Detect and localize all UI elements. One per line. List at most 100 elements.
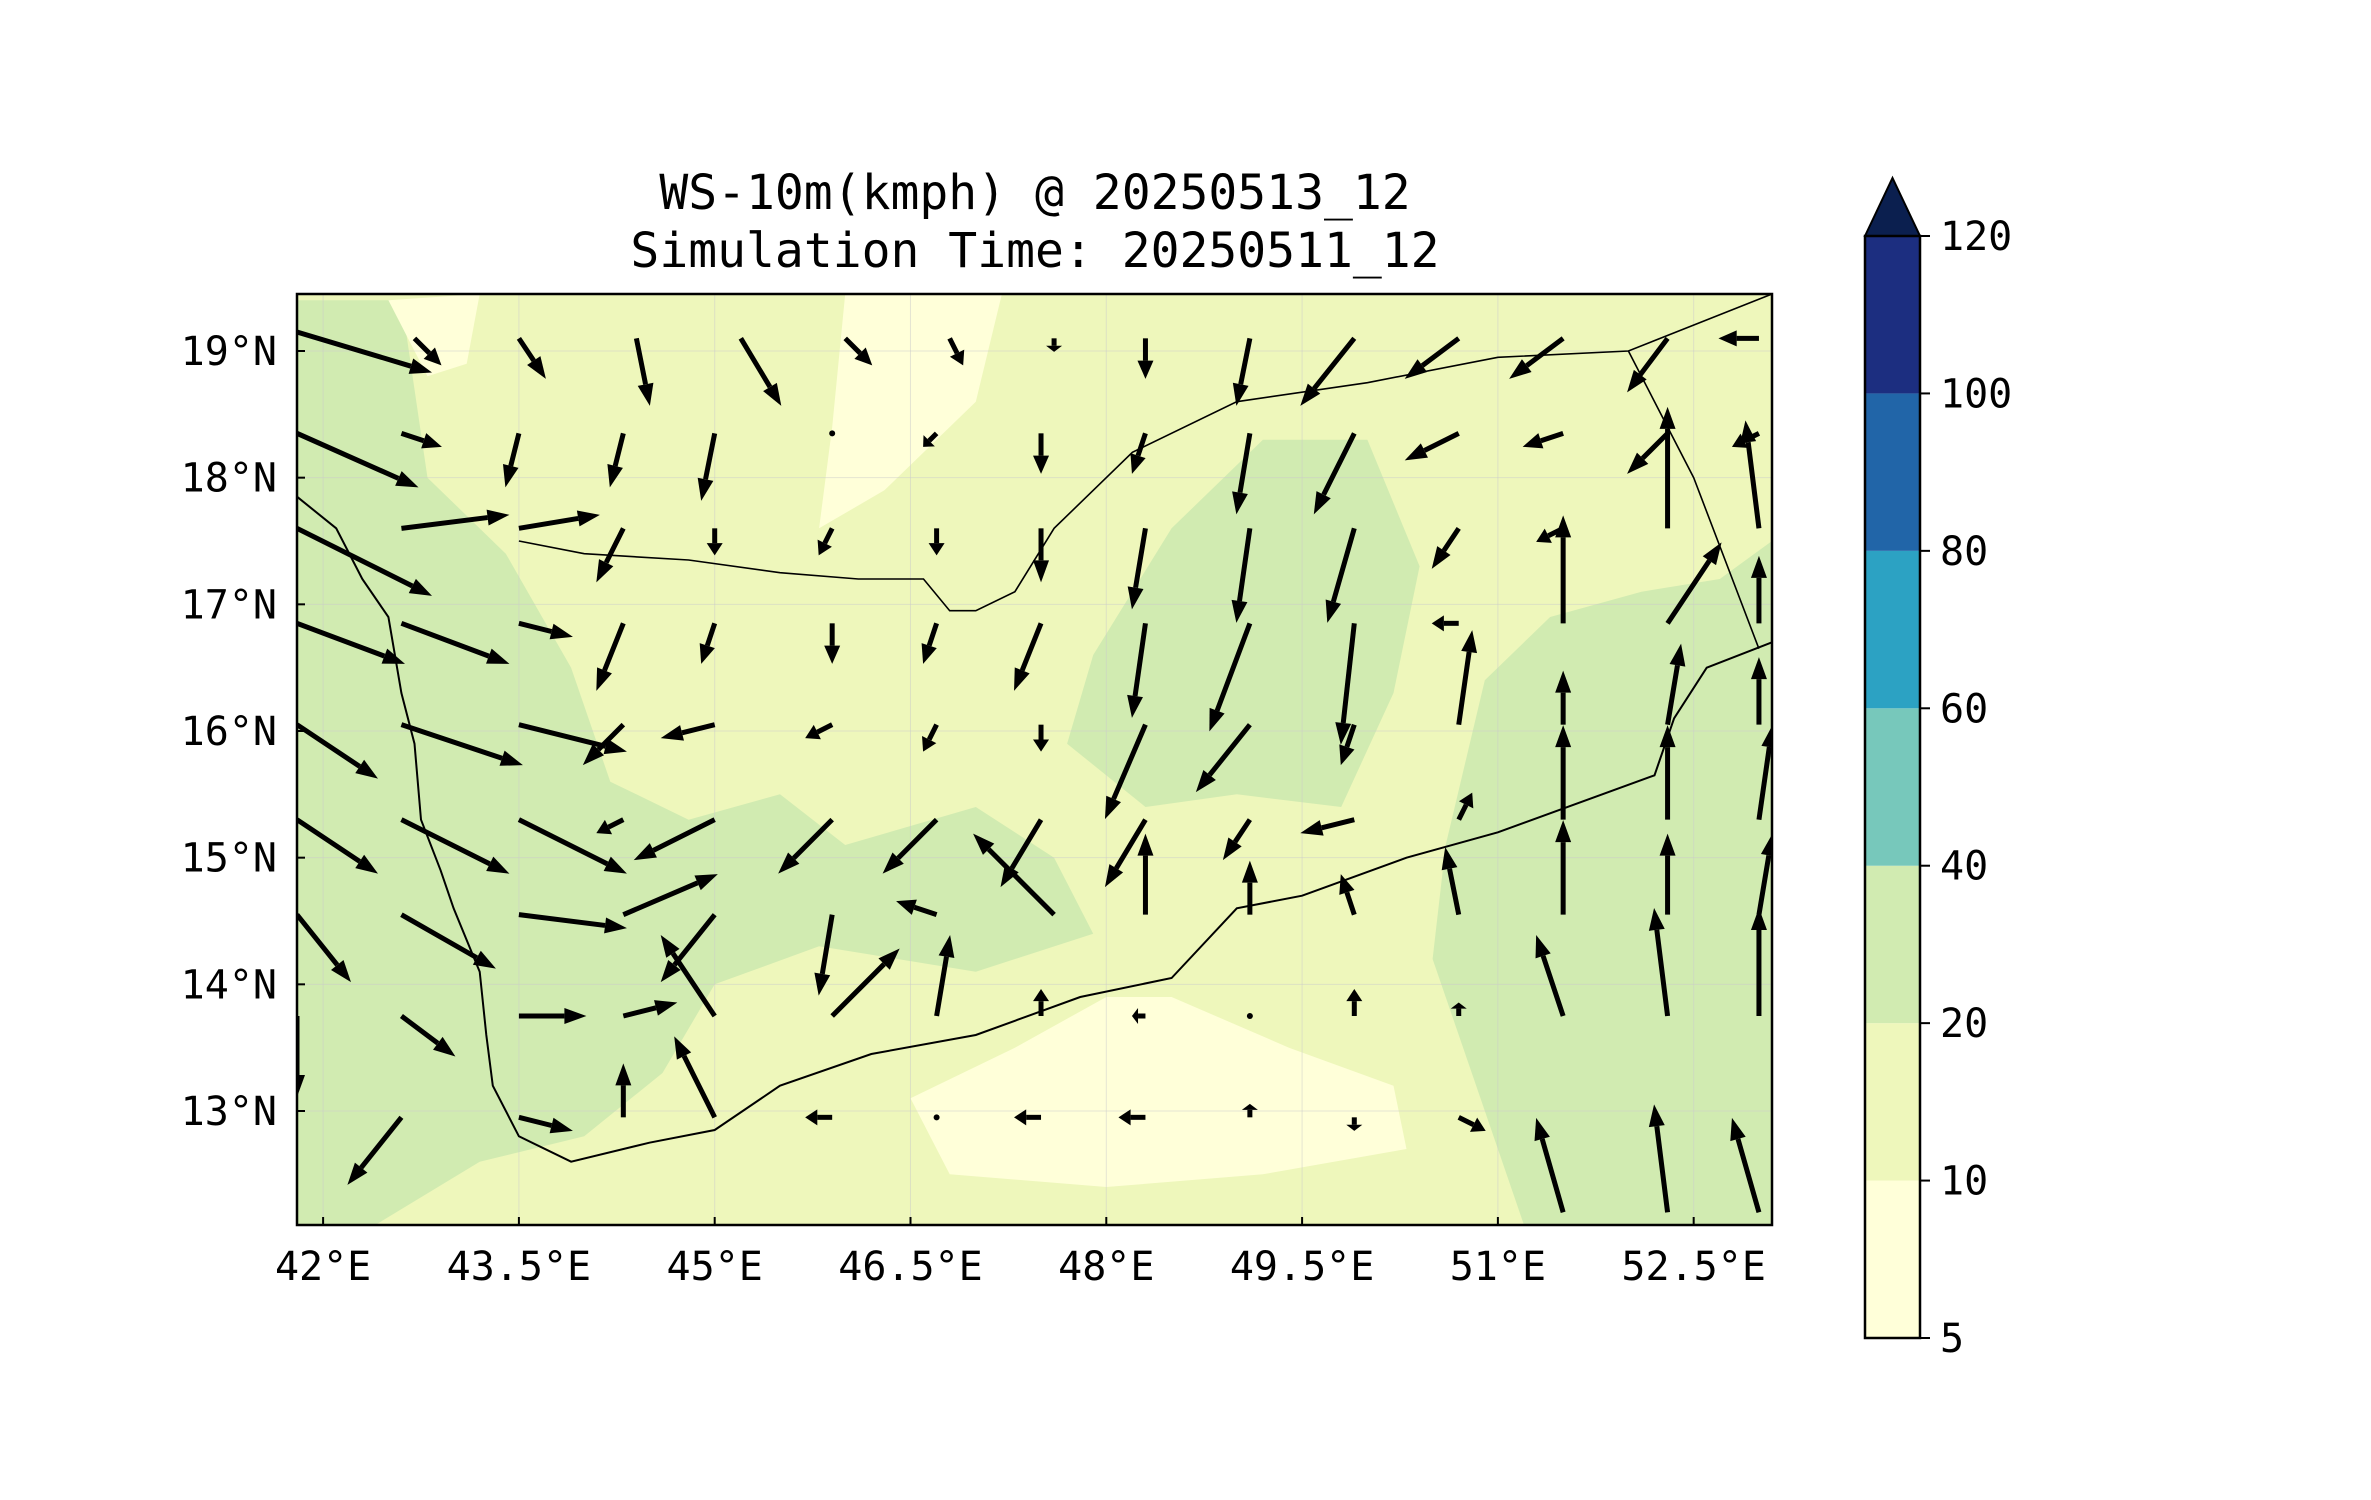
colorbar-ticks: 5 10 20 40 60 80 100 120 (1920, 214, 2012, 1362)
wind-vector-shaft (703, 432, 718, 480)
latitude-axis: 19°N 18°N 17°N 16°N 15°N 14°N 13°N (181, 329, 305, 1135)
wind-vector-head (582, 743, 605, 766)
wind-vector-shaft (400, 620, 490, 659)
wind-vector-layer (297, 329, 1772, 1214)
wind-vector-head (1346, 1124, 1363, 1131)
wind-vector (1033, 989, 1050, 1016)
wind-vector-shaft (1344, 891, 1357, 916)
wind-vector (1522, 430, 1564, 449)
wind-vector-head (1469, 1117, 1486, 1132)
wind-vector (1404, 431, 1460, 461)
country-border (1627, 350, 1760, 649)
wind-vector-head (1555, 725, 1572, 748)
wind-vector-head (854, 347, 873, 366)
wind-vector-head (1534, 1117, 1550, 1142)
wind-vector-head (1000, 864, 1019, 888)
map-plot-area: 42°E 43.5°E 45°E 46.5°E 48°E 49.5°E 51°E 52.5°E… (181, 292, 1774, 1290)
wind-vector-shaft (913, 904, 938, 918)
wind-vector-shaft (1321, 432, 1357, 496)
wind-vector (829, 430, 836, 437)
wind-vector-head (938, 935, 955, 959)
wind-vector-head (694, 874, 718, 891)
wind-vector (1404, 336, 1461, 379)
wind-vector (805, 1109, 833, 1126)
wind-vector-shaft (1237, 527, 1253, 602)
wind-vector-shaft (297, 817, 362, 864)
wind-vector (1756, 834, 1772, 916)
wind-vector-head (633, 843, 657, 861)
wind-vector (297, 913, 351, 983)
wind-vector-head (1300, 820, 1324, 836)
wind-vector-shaft (518, 1114, 553, 1128)
wind-vector (674, 1036, 717, 1119)
wind-vector (973, 833, 1056, 917)
x-tick-label: 43.5°E (447, 1244, 592, 1290)
wind-vector-head (1555, 670, 1572, 693)
wind-vector (706, 528, 723, 556)
wind-vector (660, 722, 716, 741)
wind-vector-shaft (896, 817, 939, 860)
wind-vector-head (1750, 657, 1767, 680)
wind-vector-shaft (738, 337, 773, 389)
wind-vector-shaft (672, 913, 717, 967)
colorbar-frame (1863, 234, 1922, 1340)
wind-vector (923, 431, 939, 447)
wind-vector (1456, 792, 1474, 821)
wind-vector-head (1033, 989, 1050, 1002)
wind-vector-head (486, 856, 510, 874)
y-tick-label: 19°N (181, 329, 277, 375)
wind-vector-head (697, 477, 714, 501)
wind-vector (1555, 725, 1572, 820)
wind-vector-shaft (518, 515, 579, 531)
wind-vector (1033, 528, 1050, 583)
wind-vector-shaft (1525, 336, 1565, 368)
wind-vector-shaft (518, 722, 607, 749)
colorbar-bands (1863, 175, 1922, 1340)
wind-vector-head (814, 972, 831, 996)
wind-vector (518, 722, 627, 755)
wind-vector-shaft (947, 337, 960, 355)
wind-vector (1456, 630, 1478, 726)
wind-vector (1665, 542, 1722, 625)
wind-vector-head (1104, 864, 1124, 888)
wind-vector-head (1137, 360, 1154, 379)
wind-vector-head (637, 382, 654, 406)
wind-vector-shaft (508, 432, 522, 467)
wind-vector-head (949, 349, 965, 366)
wind-vector-shaft (603, 527, 626, 564)
wind-vector-shaft (297, 620, 386, 659)
wind-vector (921, 622, 939, 664)
wind-vector-shaft (399, 1014, 440, 1046)
wind-vector-head (1232, 491, 1248, 515)
wind-vector-shaft (297, 431, 400, 481)
colorbar-tick-label: 80 (1940, 529, 1988, 575)
wind-vector (1730, 1117, 1762, 1214)
wind-vector-shaft (791, 817, 834, 860)
wind-vector-head (1648, 1104, 1665, 1128)
wind-vector-shaft (297, 329, 412, 369)
wind-vector-shaft (1133, 527, 1148, 589)
wind-vector-head (1300, 383, 1321, 406)
wind-vector-shaft (1540, 430, 1564, 444)
wind-vector-shaft (843, 336, 862, 355)
wind-vector (607, 432, 626, 488)
wind-vector (1222, 818, 1252, 861)
wind-vector (518, 510, 600, 531)
wind-vector-shaft (816, 722, 834, 735)
wind-vector (1441, 847, 1462, 916)
wind-vector-shaft (1420, 336, 1461, 368)
wind-vector-shaft (819, 914, 835, 975)
wind-vector (1339, 874, 1357, 916)
wind-vector-head (1127, 586, 1144, 610)
wind-vector-head (1761, 726, 1772, 748)
wind-vector-shaft (986, 847, 1056, 917)
wind-vector-shaft (1456, 651, 1472, 726)
wind-vector-shaft (400, 817, 491, 867)
wind-vector-shaft (1019, 622, 1044, 672)
wind-vector-shaft (1665, 559, 1712, 625)
wind-vector-head (896, 899, 917, 915)
wind-vector-shaft (1135, 432, 1148, 457)
wind-vector-head (805, 724, 821, 740)
wind-vector-shaft (612, 432, 626, 467)
wind-vector (516, 336, 546, 379)
